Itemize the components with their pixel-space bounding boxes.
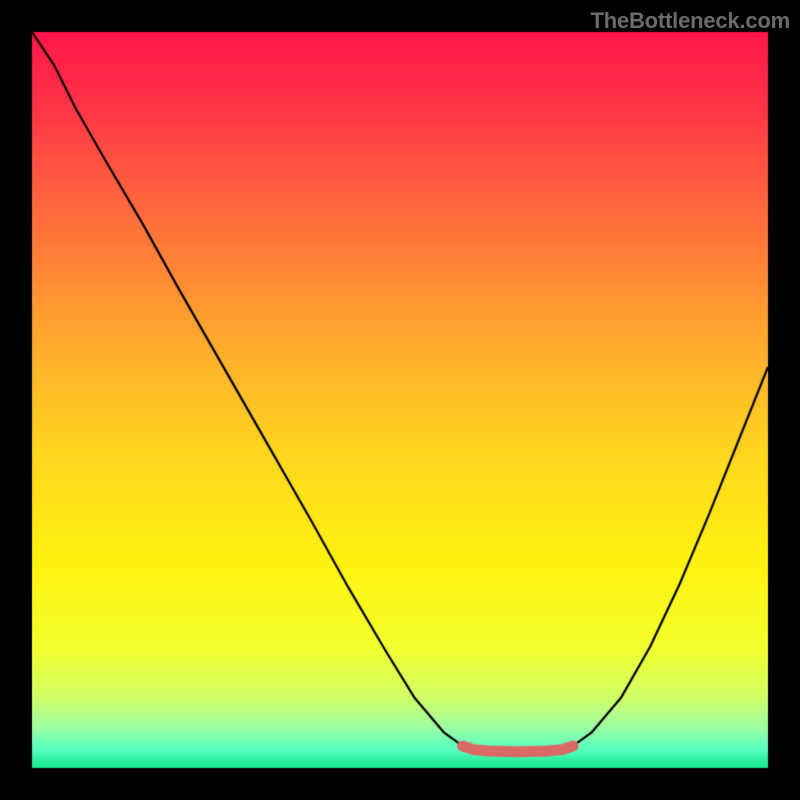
bottleneck-chart [0, 0, 800, 800]
